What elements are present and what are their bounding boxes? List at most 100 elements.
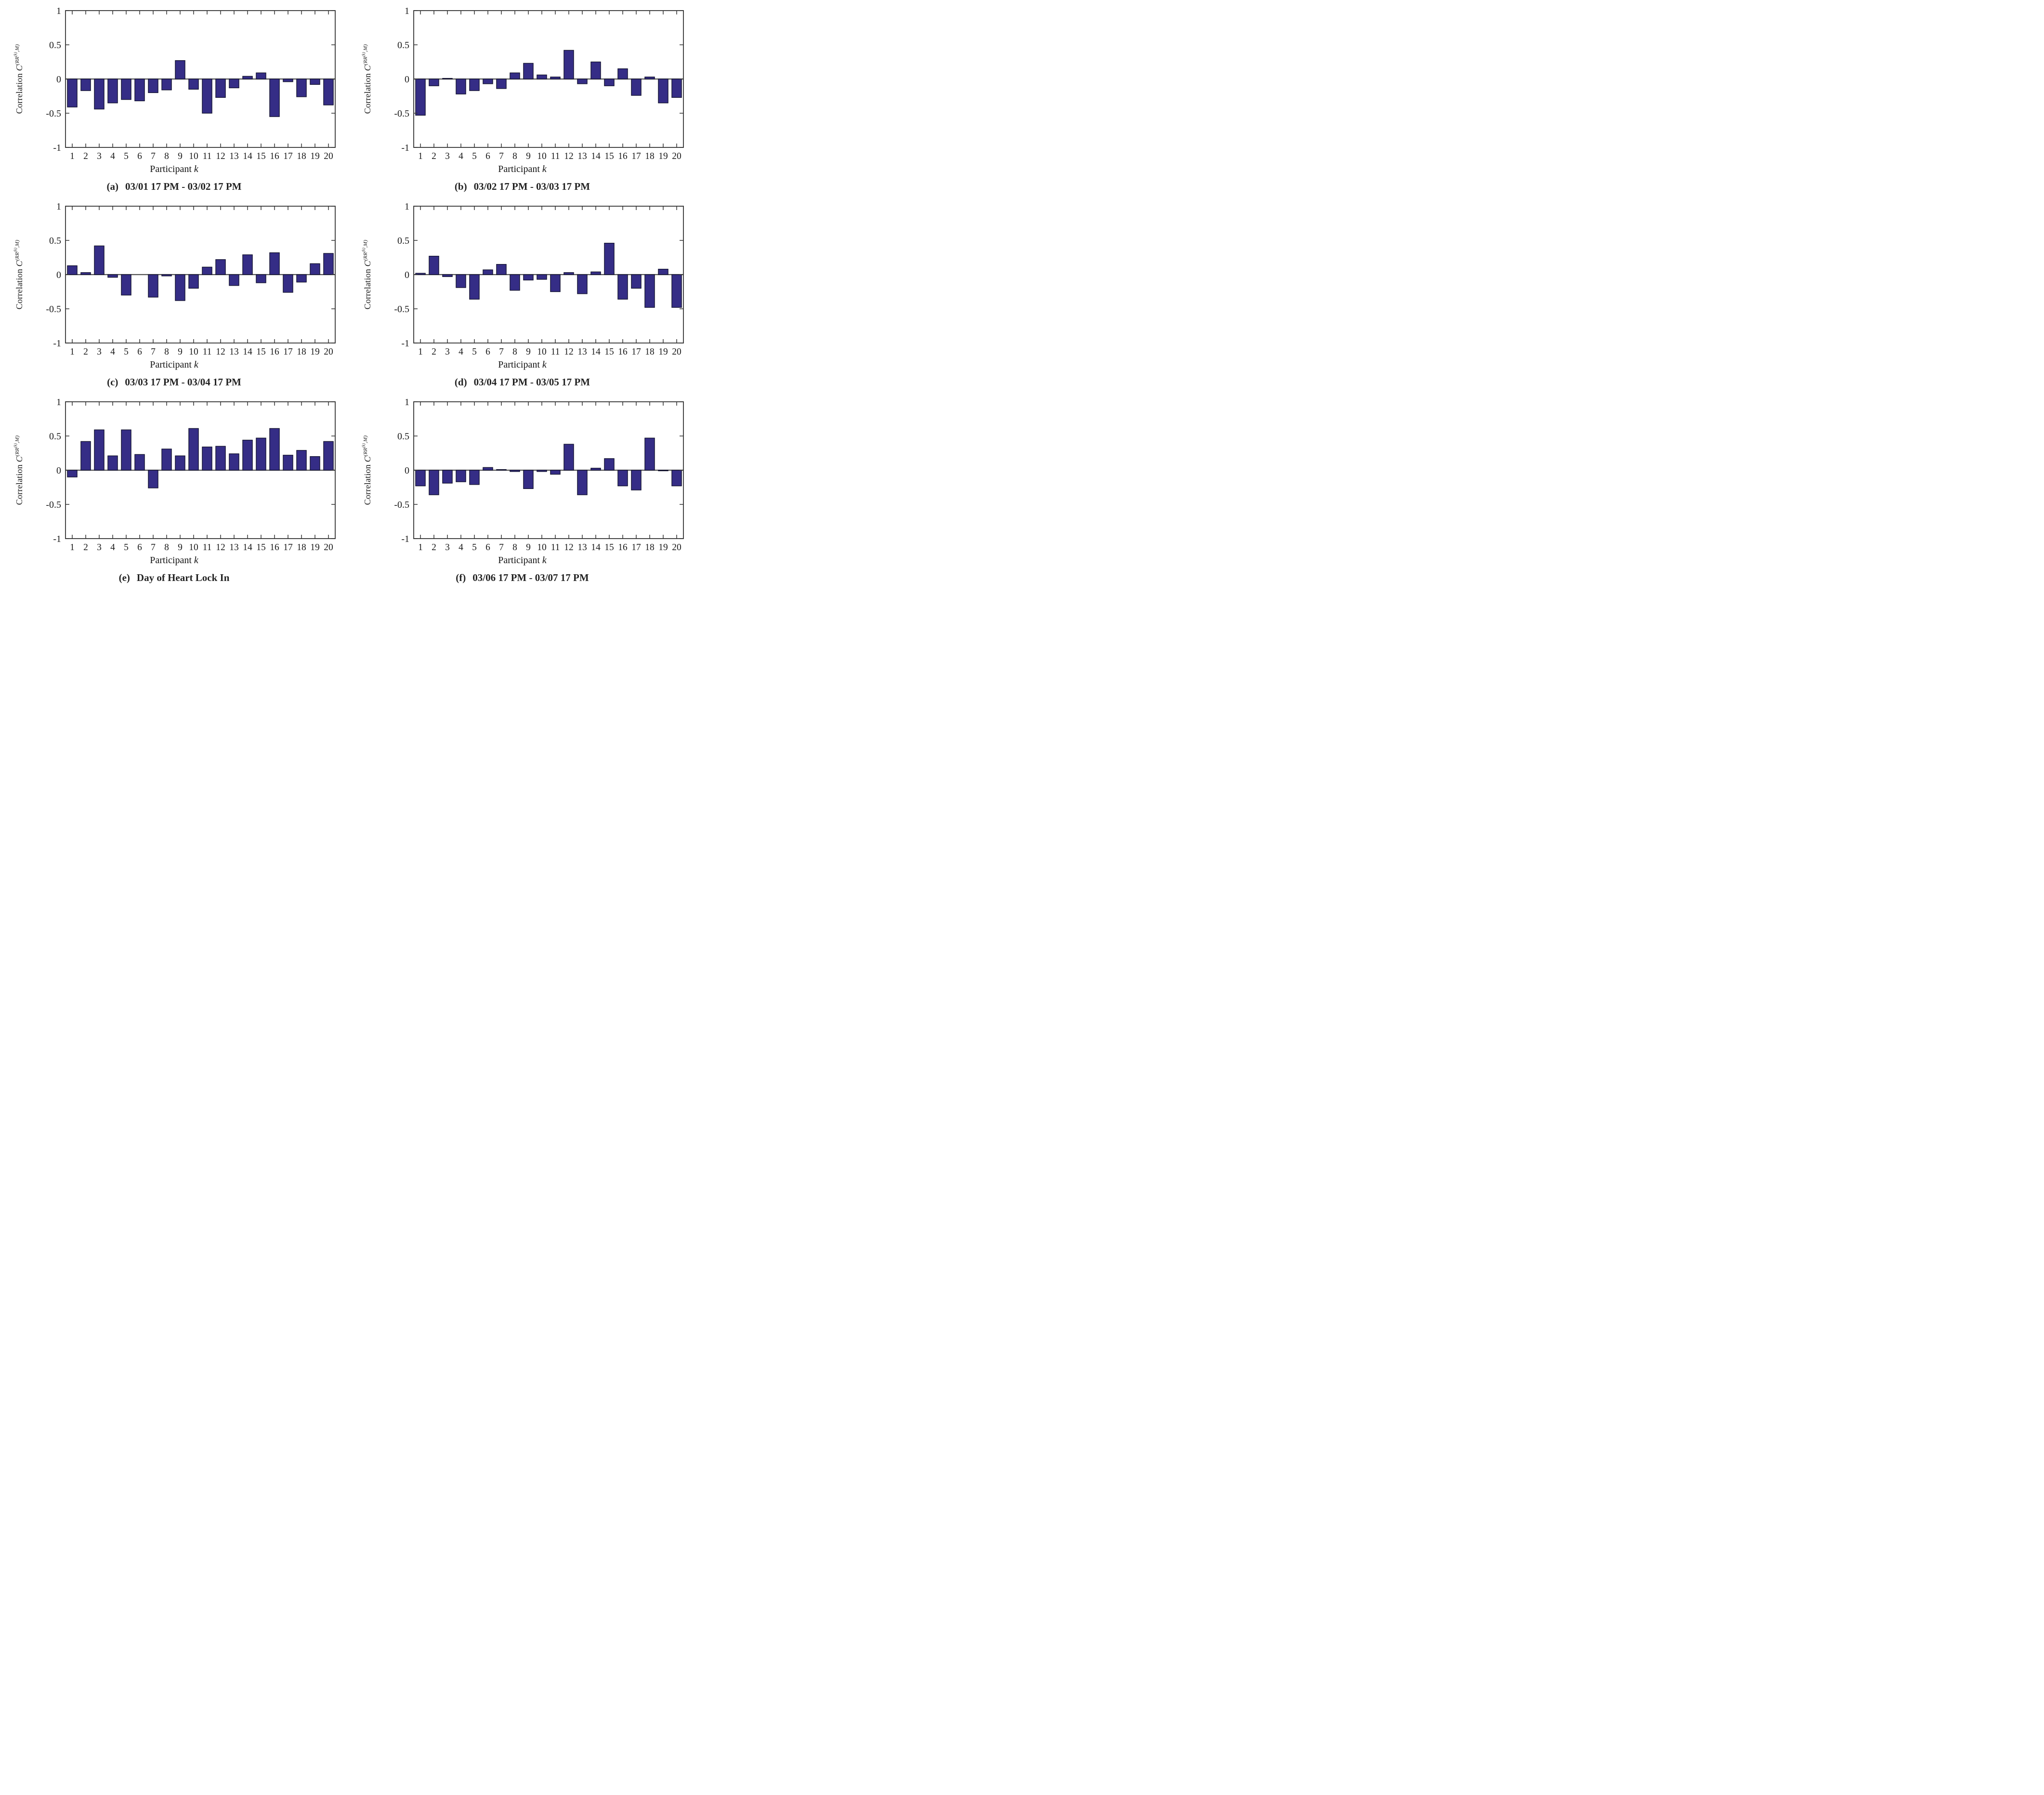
bar-participant-16 <box>269 79 280 117</box>
bar-chart: 10.50-0.5-11 2 3 4 5 6 7 8 9 10 11 12 13 14 15 16 17 18 19… <box>394 7 684 161</box>
x-tick-label: 10 <box>189 542 198 553</box>
bar-chart: 10.50-0.5-11 2 3 4 5 6 7 8 9 10 11 12 13 14 15 16 17 18 19… <box>394 202 684 357</box>
x-tick-label: 17 <box>631 542 641 553</box>
bar-participant-16 <box>617 274 628 300</box>
x-tick-label: 4 <box>459 347 463 357</box>
bar-participant-14 <box>242 254 253 275</box>
bar-participant-9 <box>523 63 534 79</box>
bar-participant-4 <box>107 274 118 278</box>
bar-participant-1 <box>66 470 78 477</box>
x-tick-label: 5 <box>124 347 129 357</box>
y-tick-label: -0.5 <box>46 500 61 510</box>
x-tick-label: 6 <box>137 542 142 553</box>
y-tick-label: 1 <box>405 398 409 408</box>
x-tick-label: 19 <box>310 151 320 161</box>
y-tick-label: -1 <box>401 338 409 349</box>
bar-participant-11 <box>201 447 212 471</box>
bar-participant-9 <box>523 470 534 489</box>
bar-participant-13 <box>577 79 588 84</box>
x-tick-label: 16 <box>618 151 628 161</box>
bar-participant-11 <box>550 274 561 292</box>
bar-participant-8 <box>509 274 520 291</box>
x-tick-label: 14 <box>591 347 601 357</box>
x-tick-label: 4 <box>110 542 115 553</box>
bar-participant-13 <box>577 274 588 294</box>
y-tick-label: 0.5 <box>49 431 61 442</box>
panel-caption: (c) 03/03 17 PM - 03/04 17 PM <box>107 376 241 388</box>
y-tick-label: 0.5 <box>397 236 409 246</box>
x-tick-label: 3 <box>97 347 102 357</box>
x-tick-label: 6 <box>485 347 490 357</box>
x-tick-label: 13 <box>577 347 587 357</box>
panel-caption: (d) 03/04 17 PM - 03/05 17 PM <box>454 376 590 388</box>
bar-chart: 10.50-0.5-11 2 3 4 5 6 7 8 9 10 11 12 13 14 15 16 17 18 19… <box>46 202 336 357</box>
bar-participant-16 <box>617 470 628 487</box>
bar-participant-10 <box>536 470 547 472</box>
bar-participant-5 <box>120 429 131 471</box>
x-tick-label: 1 <box>418 542 423 553</box>
bar-participant-16 <box>269 428 280 471</box>
bar-participant-5 <box>469 470 480 485</box>
x-tick-label: 1 <box>418 347 423 357</box>
x-tick-label: 13 <box>577 542 587 553</box>
bar-participant-12 <box>215 79 226 98</box>
x-tick-label: 18 <box>297 347 306 357</box>
bar-participant-12 <box>215 259 226 275</box>
y-tick-label: -1 <box>401 534 409 544</box>
bar-participant-7 <box>496 264 507 275</box>
y-axis-label: Correlation C(RR(k),M) <box>13 435 24 505</box>
x-tick-label: 13 <box>229 347 239 357</box>
bar-participant-9 <box>174 455 185 471</box>
plot-box <box>413 10 684 148</box>
bar-participant-20 <box>671 79 682 98</box>
bar-participant-11 <box>550 470 561 475</box>
bar-participant-2 <box>80 441 91 471</box>
x-tick-label: 3 <box>445 151 450 161</box>
x-tick-label: 7 <box>151 542 156 553</box>
bar-participant-14 <box>590 271 601 275</box>
x-tick-label: 7 <box>499 151 504 161</box>
bar-participant-12 <box>563 50 574 79</box>
x-tick-label: 1 <box>70 151 75 161</box>
x-tick-label: 16 <box>618 347 628 357</box>
y-tick-label: 0.5 <box>397 431 409 442</box>
x-tick-label: 7 <box>151 151 156 161</box>
bar-participant-2 <box>428 79 439 86</box>
y-tick-label: 0 <box>56 465 61 476</box>
x-tick-label: 19 <box>658 151 668 161</box>
x-tick-label: 18 <box>645 151 655 161</box>
bar-participant-19 <box>309 79 320 85</box>
bar-participant-15 <box>255 72 266 79</box>
bar-participant-13 <box>228 79 239 89</box>
y-tick-label: -0.5 <box>394 108 409 119</box>
x-tick-label: 8 <box>512 347 517 357</box>
x-tick-label: 9 <box>526 542 531 553</box>
bar-participant-5 <box>120 79 131 100</box>
x-tick-label: 15 <box>256 151 266 161</box>
bar-participant-18 <box>296 79 307 97</box>
x-tick-label: 15 <box>604 151 614 161</box>
y-tick-label: 0.5 <box>49 40 61 51</box>
panel-caption: (e) Day of Heart Lock In <box>118 572 230 583</box>
panel-a: Correlation C(RR(k),M) 1 0.5 0 -0.5 -1 1 2 3 4 5 6… <box>0 7 348 193</box>
bar-participant-8 <box>161 449 172 471</box>
bar-participant-2 <box>428 256 439 275</box>
x-tick-label: 8 <box>164 151 169 161</box>
bar-participant-19 <box>309 263 320 275</box>
x-tick-label: 20 <box>672 542 681 553</box>
plot-area-f: Correlation C(RR(k),M) 1 0.5 0 -0.5 -1 1 2 3 4 5 6… <box>358 398 687 555</box>
bar-participant-3 <box>93 429 105 471</box>
x-tick-label: 12 <box>564 542 574 553</box>
y-axis-label: Correlation C(RR(k),M) <box>13 239 24 310</box>
x-tick-label: 4 <box>459 542 463 553</box>
y-tick-label: 0.5 <box>49 236 61 246</box>
plot-area-e: Correlation C(RR(k),M) 1 0.5 0 -0.5 -1 1 2 3 4 5 6… <box>10 398 339 555</box>
bar-participant-20 <box>323 253 334 275</box>
bar-participant-4 <box>455 79 466 94</box>
bar-participant-11 <box>550 77 561 79</box>
panel-d: Correlation C(RR(k),M) 1 0.5 0 -0.5 -1 1 2 3 4 5 6… <box>348 202 696 388</box>
bar-participant-7 <box>147 79 158 93</box>
y-tick-label: 0 <box>405 270 409 280</box>
y-tick-label: 0 <box>56 270 61 280</box>
x-tick-label: 20 <box>672 347 681 357</box>
